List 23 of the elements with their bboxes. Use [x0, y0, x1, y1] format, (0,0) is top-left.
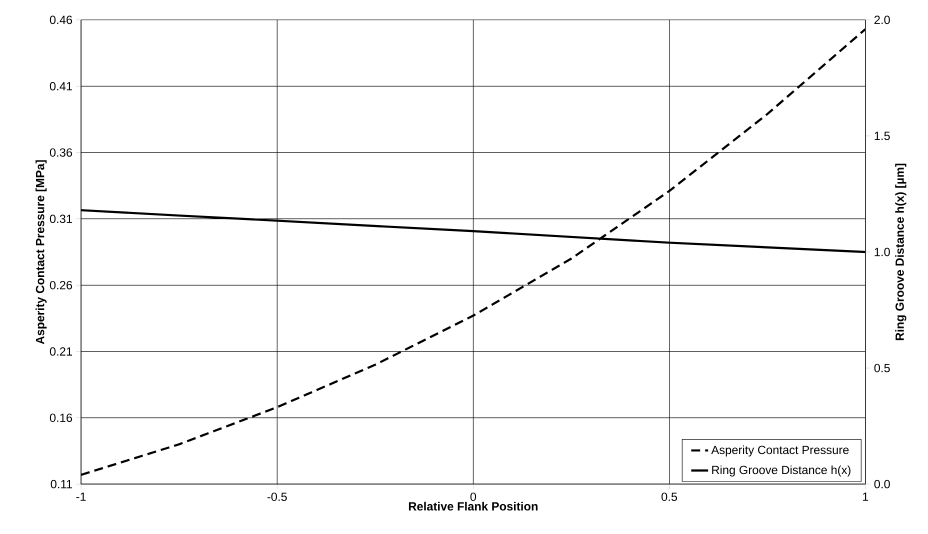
y-axis-title: Asperity Contact Pressure [MPa]: [36, 160, 47, 344]
y2-tick-label: 0.0: [874, 480, 890, 488]
x-axis-title: Relative Flank Position: [408, 502, 538, 511]
y-tick-label: 0.11: [50, 480, 72, 488]
y-tick-label: 0.31: [50, 214, 72, 224]
y2-tick-label: 2.0: [874, 16, 890, 24]
y-tick-label: 0.26: [50, 281, 72, 290]
y2-axis-title: Ring Groove Distance h(x) [µm]: [895, 164, 906, 340]
y-tick-label: 0.41: [50, 82, 72, 90]
y-tick-label: 0.16: [50, 414, 72, 422]
legend-label: Ring Groove Distance h(x): [712, 466, 850, 477]
y2-tick-label: 0.5: [874, 364, 890, 372]
y-tick-label: 0.46: [50, 16, 72, 24]
x-tick-label: 0.5: [662, 492, 678, 502]
y-tick-label: 0.36: [50, 148, 72, 157]
x-tick-label: -1: [76, 492, 86, 501]
y-tick-label: 0.21: [50, 347, 72, 356]
x-tick-label: 1: [862, 492, 868, 501]
y2-tick-label: 1.5: [874, 132, 890, 140]
x-tick-label: -0.5: [267, 492, 287, 502]
y2-tick-label: 1.0: [874, 248, 890, 256]
legend-label: Asperity Contact Pressure: [711, 446, 849, 457]
x-tick-label: 0: [470, 492, 476, 502]
